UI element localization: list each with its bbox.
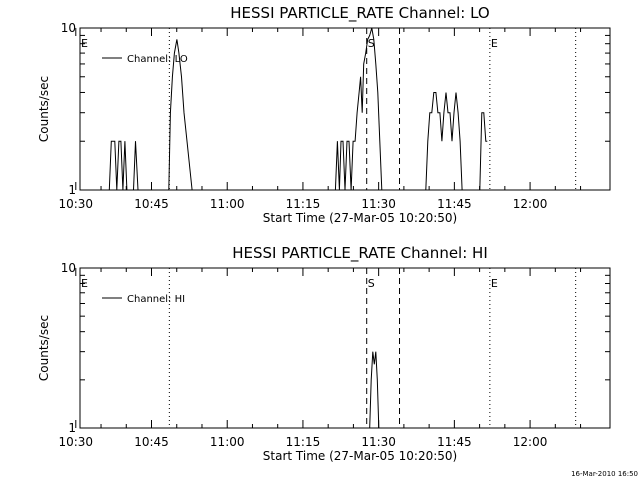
x-tick-label: 10:45 [134, 435, 169, 449]
x-tick-label: 10:45 [134, 197, 169, 211]
event-marker-label: E [81, 277, 88, 290]
y-tick-label: 1 [68, 421, 76, 435]
x-tick-label: 11:15 [286, 435, 321, 449]
x-tick-label: 11:30 [361, 197, 396, 211]
x-axis-label: Start Time (27-Mar-05 10:20:50) [263, 211, 457, 225]
series-line [108, 140, 128, 191]
x-axis-label: Start Time (27-Mar-05 10:20:50) [263, 449, 457, 463]
legend-label: Channel: LO [127, 54, 188, 65]
series-line [168, 39, 198, 191]
x-tick-label: 11:00 [210, 197, 245, 211]
x-tick-label: 10:30 [58, 435, 93, 449]
x-tick-label: 10:30 [58, 197, 93, 211]
y-tick-label: 10 [61, 261, 76, 275]
plot-frame [79, 27, 611, 191]
x-tick-label: 12:00 [513, 435, 548, 449]
y-axis-label: Counts/sec [37, 315, 51, 381]
series-line [479, 112, 488, 191]
y-axis-label: Counts/sec [37, 76, 51, 142]
x-tick-label: 11:45 [437, 197, 472, 211]
legend-label: Channel: HI [127, 294, 185, 305]
footer-stamp: 16-Mar-2010 16:50 [571, 470, 638, 478]
panel-hi: HESSI PARTICLE_RATE Channel: HI 10:30 10:4… [37, 244, 611, 463]
x-tick-label: 12:00 [513, 197, 548, 211]
x-tick-label: 11:00 [210, 435, 245, 449]
x-tick-label: 11:15 [286, 197, 321, 211]
event-marker-label: E [81, 37, 88, 50]
plot-frame [79, 267, 611, 429]
series-line [133, 141, 139, 191]
chart-title: HESSI PARTICLE_RATE Channel: LO [230, 4, 489, 23]
panel-lo: HESSI PARTICLE_RATE Channel: LO 10:30 10:4… [37, 4, 611, 225]
event-marker-label: S [368, 37, 375, 50]
x-tick-label: 11:30 [361, 435, 396, 449]
event-marker-label: E [491, 277, 498, 290]
series-line [334, 27, 383, 191]
event-marker-label: S [368, 277, 375, 290]
x-tick-label: 11:45 [437, 435, 472, 449]
y-tick-label: 1 [68, 183, 76, 197]
event-marker-label: E [491, 37, 498, 50]
series-line [369, 351, 380, 429]
chart-title: HESSI PARTICLE_RATE Channel: HI [232, 244, 488, 263]
y-tick-label: 10 [61, 21, 76, 35]
series-line [425, 92, 463, 191]
